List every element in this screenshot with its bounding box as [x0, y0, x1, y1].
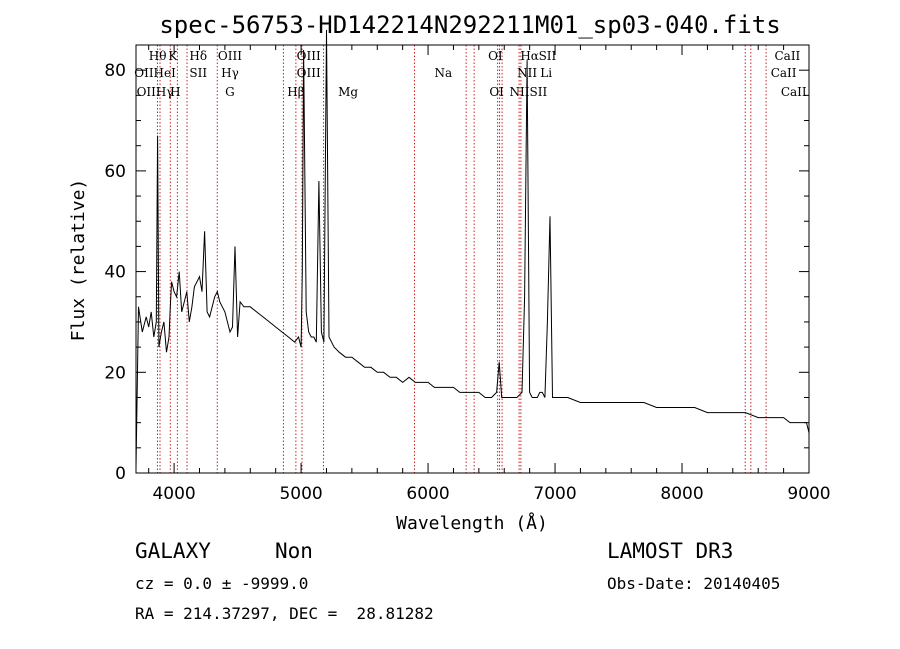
- line-label-4: OIII: [297, 49, 321, 63]
- coordinates-line: RA = 214.37297, DEC = 28.81282: [135, 604, 434, 623]
- line-label-8: CaII: [774, 49, 800, 63]
- line-label-18: H: [170, 85, 180, 99]
- survey-label: LAMOST DR3: [607, 539, 734, 563]
- x-tick-label: 4000: [152, 484, 195, 504]
- line-label-7: SII: [539, 49, 557, 63]
- y-axis: 0 20 40 60 80: [104, 44, 809, 484]
- line-label-1: K: [168, 49, 178, 63]
- line-label-14: NII: [517, 66, 537, 80]
- line-label-5: OI: [488, 49, 503, 63]
- chart-title: spec-56753-HD142214N292211M01_sp03-040.f…: [159, 11, 780, 39]
- class-label: GALAXY: [135, 539, 211, 563]
- line-label-0: Hθ: [149, 49, 167, 63]
- x-tick-label: 5000: [279, 484, 322, 504]
- line-label-3: OIII: [218, 49, 242, 63]
- line-label-23: NIISII: [510, 85, 548, 99]
- line-label-6: Hα: [520, 49, 539, 63]
- line-label-20: Hβ: [287, 85, 304, 99]
- spectrum-series: [135, 29, 810, 469]
- y-tick-label: 60: [104, 162, 126, 182]
- line-label-17: OIIHγ: [137, 85, 174, 99]
- y-tick-label: 20: [104, 363, 126, 383]
- line-label-2: Hδ: [189, 49, 207, 63]
- x-axis-label: Wavelength (Å): [396, 512, 548, 534]
- y-axis-label: Flux (relative): [68, 179, 89, 342]
- x-tick-label: 8000: [660, 484, 703, 504]
- plot-frame: [135, 44, 810, 474]
- line-label-21: Mg: [338, 85, 358, 99]
- line-label-15: Li: [540, 66, 552, 80]
- subclass-label: Non: [275, 539, 313, 563]
- x-axis: 4000 5000 6000 7000 8000 9000: [148, 45, 831, 504]
- y-tick-label: 40: [104, 263, 126, 283]
- line-label-16: CaII: [771, 66, 797, 80]
- x-tick-label: 6000: [406, 484, 449, 504]
- line-label-24: CaII: [781, 85, 807, 99]
- spectrum-line: [135, 29, 810, 469]
- line-label-12: OIII: [297, 66, 321, 80]
- line-label-19: G: [225, 85, 235, 99]
- line-label-10: SII: [189, 66, 207, 80]
- y-tick-label: 0: [115, 464, 126, 484]
- x-tick-label: 7000: [533, 484, 576, 504]
- line-label-9: OIIHeI: [134, 66, 176, 80]
- y-tick-label: 80: [104, 61, 126, 81]
- line-label-22: OI: [489, 85, 504, 99]
- line-label-13: Na: [434, 66, 452, 80]
- obs-date: Obs-Date: 20140405: [607, 574, 781, 593]
- redshift-line: cz = 0.0 ± -9999.0: [135, 574, 309, 593]
- x-tick-label: 9000: [787, 484, 830, 504]
- line-label-11: Hγ: [221, 66, 239, 80]
- emission-line-markers: [156, 45, 767, 473]
